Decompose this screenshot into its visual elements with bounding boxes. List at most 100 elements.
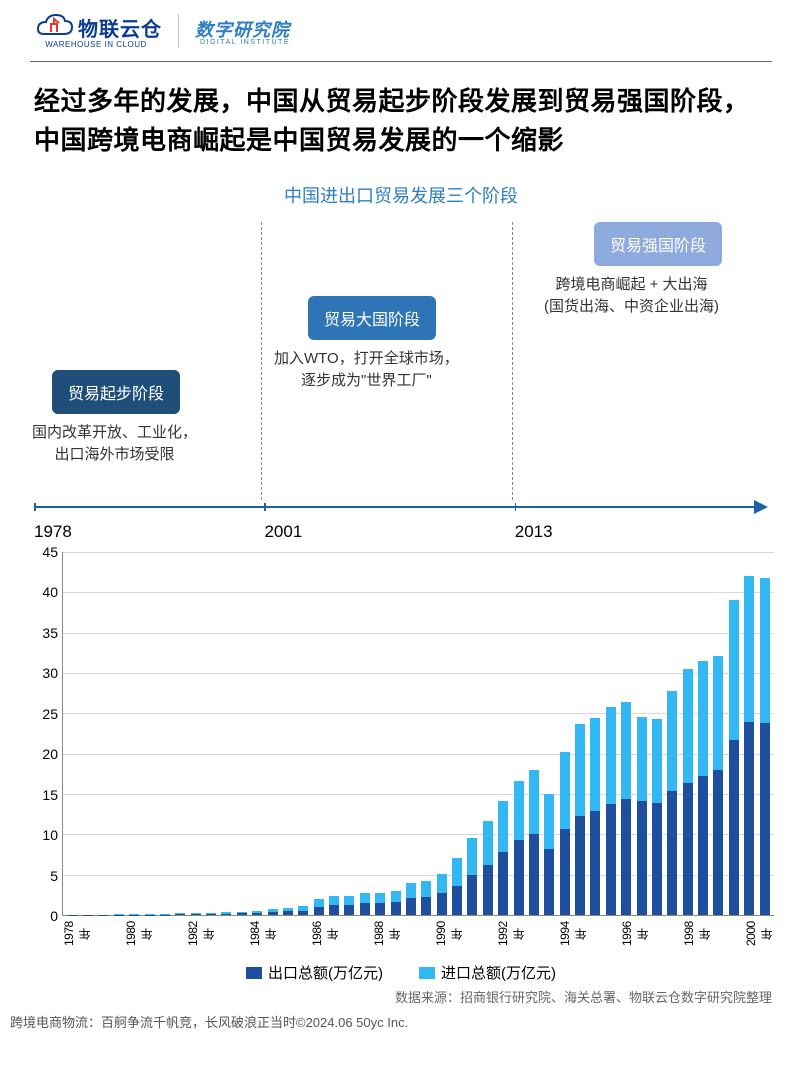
header: 物联云仓 WAREHOUSE IN CLOUD 数字研究院 DIGITAL IN… (0, 0, 802, 57)
bar-column (219, 552, 234, 915)
bar-import (498, 801, 508, 852)
x-label: 1994年 (558, 916, 589, 952)
chart-legend: 出口总额(万亿元)进口总额(万亿元) (0, 962, 802, 983)
timeline-arrowhead (754, 500, 768, 514)
logo1-text: 物联云仓 (78, 13, 162, 42)
bar-export (667, 791, 677, 915)
bar-column (157, 552, 172, 915)
bar-column (649, 552, 664, 915)
bar-column (680, 552, 695, 915)
bar-import (667, 691, 677, 792)
bar-import (406, 883, 416, 898)
bar-import (606, 707, 616, 805)
bar-import (421, 881, 431, 897)
stages-diagram: 贸易起步阶段国内改革开放、工业化，出口海外市场受限贸易大国阶段加入WTO，打开全… (34, 222, 768, 482)
bar-export (575, 816, 585, 915)
timeline-tick-0 (34, 503, 36, 511)
x-label: 1982年 (186, 916, 217, 952)
bar-export (268, 912, 278, 915)
x-label: 1990年 (434, 916, 465, 952)
y-tick-label: 20 (42, 746, 58, 762)
stage-box-1: 贸易大国阶段 (308, 296, 436, 340)
y-axis: 051015202530354045 (34, 552, 62, 916)
bar-export (498, 852, 508, 915)
legend-label: 进口总额(万亿元) (441, 962, 556, 983)
logo-digital-institute: 数字研究院 DIGITAL INSTITUTE (195, 16, 290, 46)
bar-export (314, 907, 324, 915)
bar-import (514, 781, 524, 840)
x-label: 1992年 (496, 916, 527, 952)
chart-subtitle: 中国进出口贸易发展三个阶段 (0, 182, 802, 208)
bar-column (449, 552, 464, 915)
data-source: 数据来源：招商银行研究院、海关总署、物联云仓数字研究院整理 (0, 987, 772, 1006)
bar-column (726, 552, 741, 915)
bar-export (483, 865, 493, 915)
bar-import (344, 896, 354, 905)
bar-import (391, 891, 401, 902)
bar-column (280, 552, 295, 915)
bar-import (621, 702, 631, 799)
y-tick-label: 40 (42, 584, 58, 600)
bar-column (250, 552, 265, 915)
bar-export (391, 902, 401, 915)
bar-export (191, 914, 201, 915)
x-axis-labels: 1978年1979年1980年1981年1982年1983年1984年1985年… (62, 916, 774, 952)
timeline-year-1978: 1978 (34, 522, 72, 542)
bar-column (434, 552, 449, 915)
bar-import (744, 576, 754, 722)
y-tick-label: 15 (42, 787, 58, 803)
y-tick-label: 35 (42, 625, 58, 641)
bar-import (483, 821, 493, 865)
bar-import (637, 717, 647, 801)
bar-column (203, 552, 218, 915)
bar-column (296, 552, 311, 915)
y-tick-label: 25 (42, 706, 58, 722)
bar-export (621, 799, 631, 915)
bar-export (298, 911, 308, 915)
x-label: 1986年 (310, 916, 341, 952)
footer-text: 跨境电商物流：百舸争流千帆竞，长风破浪正当时©2024.06 50yc Inc. (10, 1012, 802, 1031)
bar-export (729, 740, 739, 915)
bar-import (683, 669, 693, 783)
bar-import (467, 838, 477, 875)
bar-column (542, 552, 557, 915)
bar-column (357, 552, 372, 915)
bars-container (63, 552, 774, 915)
logo2-subtext: DIGITAL INSTITUTE (195, 39, 290, 46)
bar-export (329, 905, 339, 915)
bar-column (419, 552, 434, 915)
bar-column (388, 552, 403, 915)
bar-export (360, 903, 370, 915)
stage-desc-2: 跨境电商崛起 + 大出海(国货出海、中资企业出海) (544, 274, 719, 318)
bar-column (142, 552, 157, 915)
bar-column (480, 552, 495, 915)
bar-export (590, 811, 600, 915)
y-tick-label: 0 (50, 908, 58, 924)
bar-export (344, 905, 354, 915)
y-tick-label: 45 (42, 544, 58, 560)
bar-export (221, 914, 231, 915)
bar-import (652, 719, 662, 804)
page-title: 经过多年的发展，中国从贸易起步阶段发展到贸易强国阶段，中国跨境电商崛起是中国贸易… (0, 62, 802, 160)
bar-import (713, 656, 723, 771)
bar-export (452, 886, 462, 915)
bar-column (188, 552, 203, 915)
bar-column (665, 552, 680, 915)
stage-divider-0 (261, 222, 262, 500)
bar-column (557, 552, 572, 915)
bar-column (634, 552, 649, 915)
stage-desc-0: 国内改革开放、工业化，出口海外市场受限 (32, 422, 197, 466)
stage-desc-1: 加入WTO，打开全球市场，逐步成为"世界工厂" (274, 348, 459, 392)
timeline-axis (34, 500, 768, 520)
bar-column (496, 552, 511, 915)
x-label: 1988年 (372, 916, 403, 952)
y-tick-label: 30 (42, 665, 58, 681)
bar-export (421, 897, 431, 915)
bar-import (529, 770, 539, 834)
bar-export (206, 914, 216, 915)
timeline-year-2001: 2001 (264, 522, 302, 542)
bar-import (698, 661, 708, 776)
bar-import (729, 600, 739, 740)
bar-export (406, 898, 416, 915)
bar-export (437, 893, 447, 915)
